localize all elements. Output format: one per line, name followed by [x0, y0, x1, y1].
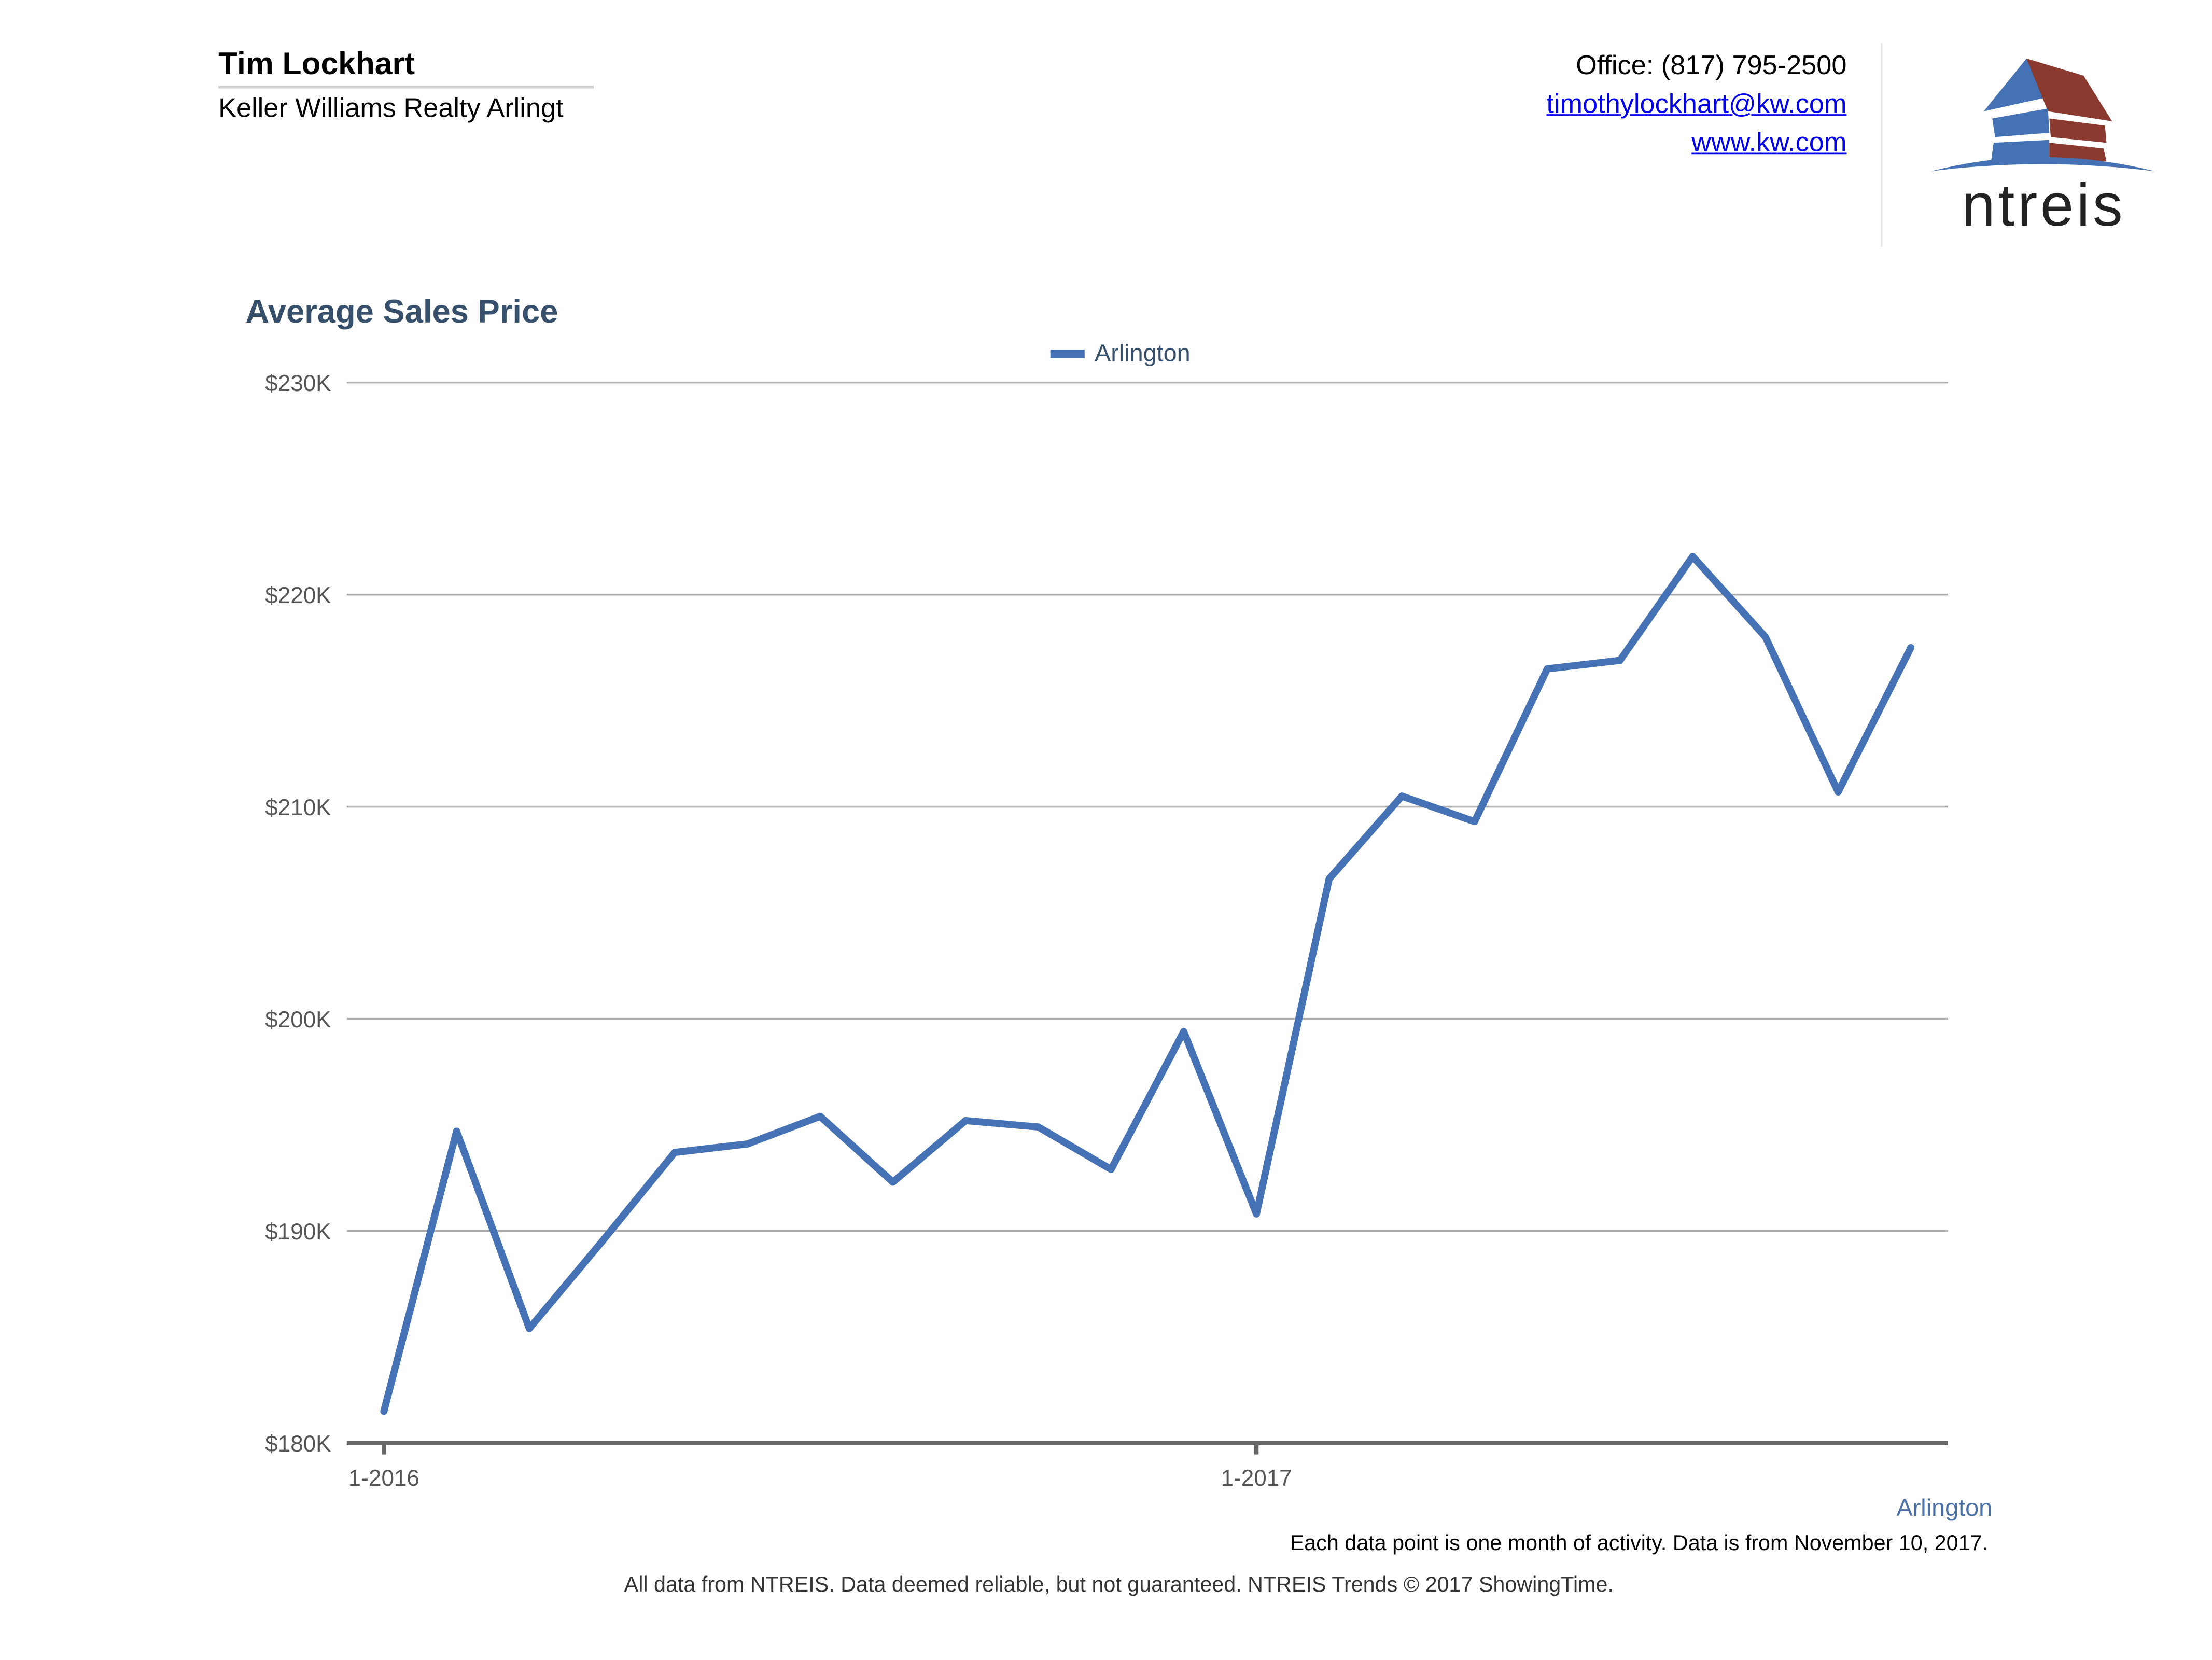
data-point	[1761, 633, 1769, 641]
y-tick-label: $190K	[265, 1219, 331, 1245]
data-point	[1034, 1123, 1042, 1131]
agent-company: Keller Williams Realty Arlingt	[218, 94, 564, 124]
contact-info: Office: (817) 795-2500 timothylockhart@k…	[1546, 47, 1846, 163]
data-point	[962, 1117, 970, 1124]
data-point	[1544, 665, 1551, 673]
legend-label: Arlington	[1095, 340, 1191, 367]
data-point	[1907, 644, 1915, 651]
legend: Arlington	[1050, 340, 1191, 368]
y-tick-label: $220K	[265, 583, 331, 608]
data-point	[1325, 875, 1333, 883]
data-point	[1616, 657, 1624, 664]
series-line-arlington	[380, 553, 1915, 1415]
data-point	[525, 1324, 533, 1332]
y-tick-label: $210K	[265, 795, 331, 820]
data-point	[380, 1407, 388, 1415]
ntreis-logo: ntreis	[1930, 58, 2155, 233]
agent-name: Tim Lockhart	[218, 46, 415, 81]
website-link[interactable]: www.kw.com	[1691, 128, 1847, 159]
data-point	[1107, 1166, 1115, 1173]
y-tick-label: $230K	[265, 371, 331, 396]
x-tick-label: 1-2017	[1221, 1466, 1292, 1491]
data-point	[1471, 818, 1478, 826]
divider	[1881, 43, 1883, 247]
data-point	[816, 1112, 824, 1120]
data-point	[1398, 792, 1406, 800]
data-point	[598, 1238, 606, 1245]
chart-title: Average Sales Price	[245, 292, 558, 330]
data-point	[1253, 1210, 1261, 1218]
x-tick-label: 1-2016	[348, 1466, 419, 1491]
data-point	[453, 1127, 460, 1135]
office-phone: Office: (817) 795-2500	[1576, 51, 1847, 81]
footer-disclaimer: All data from NTREIS. Data deemed reliab…	[624, 1573, 1614, 1597]
y-tick-label: $180K	[265, 1431, 331, 1457]
legend-swatch	[1050, 350, 1085, 358]
data-point	[1689, 553, 1697, 560]
logo-text: ntreis	[1962, 172, 2125, 233]
y-tick-label: $200K	[265, 1007, 331, 1033]
series-label: Arlington	[1896, 1494, 1993, 1522]
data-point	[671, 1149, 679, 1156]
email-link[interactable]: timothylockhart@kw.com	[1546, 90, 1847, 120]
data-note: Each data point is one month of activity…	[1290, 1531, 1988, 1556]
data-point	[889, 1178, 897, 1186]
data-point	[1835, 788, 1842, 796]
data-point	[744, 1140, 751, 1148]
divider	[218, 86, 594, 89]
data-point	[1180, 1028, 1187, 1036]
